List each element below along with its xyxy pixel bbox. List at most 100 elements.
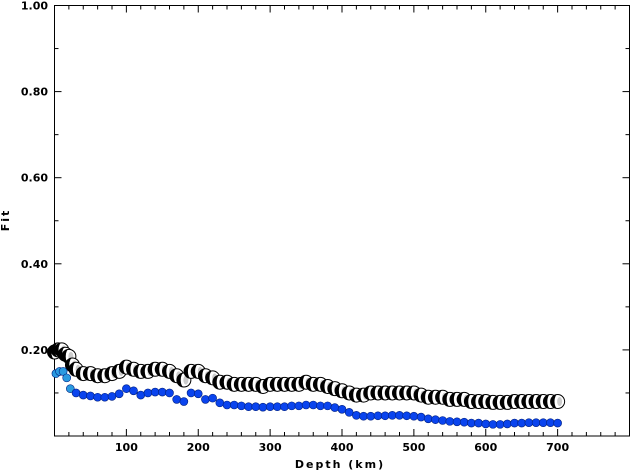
y-tick-label: 0.60: [21, 172, 48, 185]
blue-fit-point: [459, 417, 469, 427]
beachball-compression: [370, 385, 378, 400]
x-tick-label: 700: [546, 441, 569, 454]
beachball-compression: [97, 368, 105, 383]
blue-fit-point: [316, 401, 325, 411]
beachball-compression: [464, 394, 472, 409]
x-tick-label: 100: [115, 441, 138, 454]
blue-fit-point: [165, 388, 174, 398]
beachball-compression: [76, 366, 84, 381]
blue-fit-point: [158, 387, 167, 397]
blue-fit-point: [510, 418, 519, 428]
beachball-compression: [220, 375, 227, 390]
beachball-compression: [126, 362, 134, 377]
blue-fit-point: [488, 420, 498, 429]
blue-fit-point: [373, 411, 383, 421]
y-tick-label: 0.20: [21, 344, 48, 357]
beachball-compression: [485, 395, 493, 410]
beachball-compression: [284, 377, 292, 392]
y-axis-label: Fit: [0, 209, 12, 232]
beachball-compression: [320, 379, 328, 394]
blue-fit-point: [452, 417, 462, 427]
blue-fit-point: [100, 392, 110, 402]
blue-fit-point: [244, 402, 253, 412]
x-tick-label: 300: [259, 441, 282, 454]
beachball-compression: [162, 364, 170, 379]
blue-fit-point: [416, 412, 426, 422]
blue-fit-point: [193, 389, 203, 399]
blue-fit-point: [409, 411, 419, 421]
blue-fit-point: [129, 386, 138, 396]
blue-fit-point: [201, 395, 210, 404]
beachball-compression: [227, 377, 235, 392]
beachball-point: [550, 394, 566, 410]
blue-fit-point: [172, 395, 181, 404]
beachball-compression: [414, 388, 422, 403]
blue-fit-point: [517, 418, 526, 428]
blue-fit-point: [438, 416, 447, 425]
blue-fit-point: [222, 400, 232, 410]
beachball-compression: [299, 375, 307, 390]
y-tick-label: 0.80: [21, 86, 48, 99]
beachball-compression: [342, 385, 350, 400]
beachball-compression: [248, 377, 256, 392]
beachball-compression: [198, 368, 206, 383]
blue-fit-point: [86, 391, 95, 401]
blue-fit-point: [538, 418, 548, 427]
blue-fit-point: [258, 402, 268, 412]
blue-fit-point: [93, 392, 102, 402]
blue-fit-point: [423, 414, 433, 424]
beachball-compression: [155, 362, 163, 377]
blue-fit-point: [380, 411, 390, 421]
beachball-compression: [493, 395, 501, 410]
beachball-compression: [291, 377, 299, 392]
beachball-shade: [557, 397, 563, 407]
beachball-compression: [363, 385, 371, 400]
beachball-compression: [255, 379, 263, 394]
blue-fit-point: [229, 400, 239, 410]
blue-fit-point: [366, 411, 376, 421]
beachball-compression: [112, 364, 120, 379]
blue-fit-point: [136, 390, 146, 400]
x-tick-label: 200: [187, 441, 210, 454]
beachball-compression: [65, 357, 73, 372]
blue-fit-point: [251, 402, 261, 412]
blue-fit-point: [388, 411, 397, 420]
beachball-compression: [471, 394, 479, 409]
beachball-compression: [263, 377, 271, 392]
beachball-compression: [69, 362, 77, 377]
blue-fit-point: [352, 411, 361, 420]
beachball-compression: [327, 381, 335, 396]
blue-fit-point: [208, 393, 217, 403]
blue-fit-point: [66, 384, 75, 393]
beachball-compression: [378, 385, 386, 400]
blue-fit-point: [280, 402, 289, 412]
beachball-compression: [133, 364, 141, 379]
blue-fit-point: [294, 401, 304, 411]
blue-fit-point: [402, 411, 411, 421]
beachball-compression: [212, 375, 220, 390]
beachball-compression: [61, 349, 69, 364]
blue-fit-point: [474, 418, 483, 428]
blue-fit-point: [330, 403, 340, 412]
x-tick-label: 500: [402, 441, 425, 454]
blue-fit-point: [179, 397, 189, 406]
beachball-compression: [349, 388, 357, 403]
blue-fit-point: [58, 367, 68, 376]
beachball-compression: [356, 388, 364, 403]
beachball-compression: [140, 364, 148, 379]
blue-fit-point: [344, 408, 354, 417]
beachball-compression: [478, 394, 486, 409]
beachball-compression: [536, 394, 544, 409]
blue-fit-point: [481, 419, 491, 429]
beachball-compression: [148, 362, 156, 377]
beachball-compression: [335, 383, 342, 398]
blue-fit-point: [215, 398, 225, 408]
blue-fit-point: [78, 390, 88, 400]
beachball-compression: [169, 368, 177, 383]
beachball-compression: [241, 377, 249, 392]
blue-fit-point: [186, 388, 196, 398]
blue-fit-point: [287, 401, 296, 411]
beachball-compression: [105, 366, 112, 381]
beachball-compression: [90, 368, 98, 383]
